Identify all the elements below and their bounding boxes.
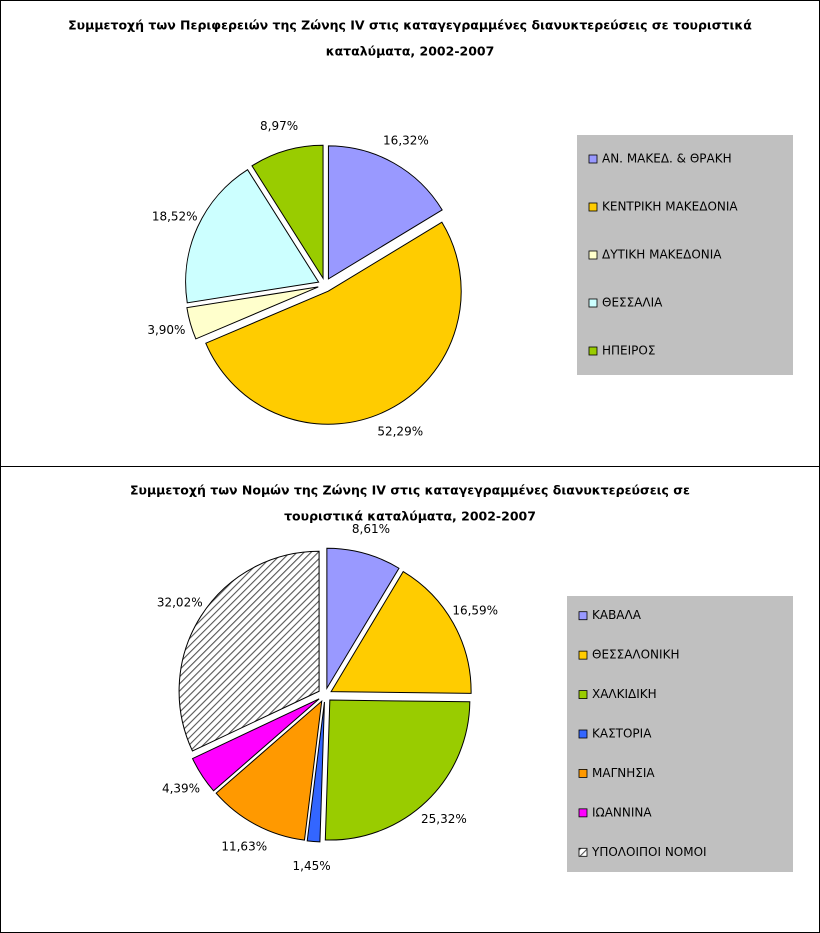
data-label: 16,32%	[383, 134, 429, 148]
data-label: 11,63%	[221, 839, 267, 853]
data-label: 25,32%	[421, 812, 467, 826]
legend-label: ΧΑΛΚΙΔΙΚΗ	[592, 687, 657, 701]
legend-swatch	[578, 769, 588, 778]
pie-slice	[186, 286, 319, 340]
pie-slice	[324, 699, 471, 841]
data-label: 1,45%	[293, 859, 331, 873]
pie-slice	[251, 144, 324, 281]
legend-label: ΥΠΟΛΟΙΠΟΙ ΝΟΜΟΙ	[591, 845, 707, 859]
legend-label: ΘΕΣΣΑΛΟΝΙΚΗ	[592, 648, 679, 662]
pie-slice	[178, 550, 320, 752]
chart-title: τουριστικά καταλύματα, 2002-2007	[284, 509, 536, 524]
legend-label: ΗΠΕΙΡΟΣ	[602, 344, 655, 358]
legend-swatch	[588, 346, 598, 356]
legend-box	[567, 596, 793, 872]
legend-box	[577, 135, 793, 375]
pie-slice	[215, 699, 323, 841]
legend-label: ΘΕΣΣΑΛΙΑ	[602, 296, 663, 310]
legend-label: ΚΑΒΑΛΑ	[592, 608, 642, 622]
pie-slice	[327, 145, 443, 280]
pie-slice	[326, 547, 400, 691]
legend-label: ΜΑΓΝΗΣΙΑ	[592, 766, 655, 780]
legend-label: ΔΥΤΙΚΗ ΜΑΚΕΔΟΝΙΑ	[602, 248, 722, 262]
chart-title: Συμμετοχή των Περιφερειών της Ζώνης IV σ…	[68, 18, 752, 33]
legend-label: ΑΝ. ΜΑΚΕΔ. & ΘΡΑΚΗ	[602, 152, 732, 166]
legend-label: ΚΑΣΤΟΡΙΑ	[592, 727, 652, 741]
pie-slice	[205, 221, 462, 425]
pie-slice	[330, 570, 472, 694]
legend-swatch	[578, 808, 588, 818]
pie-slice	[191, 698, 320, 792]
data-label: 18,52%	[152, 209, 198, 223]
legend-swatch	[588, 202, 598, 212]
legend-label: ΚΕΝΤΡΙΚΗ ΜΑΚΕΔΟΝΙΑ	[602, 200, 738, 214]
legend-label: ΙΩΑΝΝΙΝΑ	[592, 805, 652, 819]
legend-swatch	[588, 250, 598, 260]
data-label: 8,61%	[352, 522, 390, 536]
legend-swatch	[578, 847, 588, 857]
legend-swatch	[578, 729, 588, 739]
legend-swatch	[588, 154, 598, 164]
legend-swatch	[588, 298, 598, 308]
chart-title: καταλύματα, 2002-2007	[326, 44, 495, 59]
data-label: 3,90%	[147, 323, 185, 337]
data-label: 4,39%	[162, 782, 200, 796]
data-label: 8,97%	[260, 119, 298, 133]
chart-title: Συμμετοχή των Νομών της Ζώνης IV στις κα…	[130, 483, 690, 498]
legend-swatch	[578, 650, 588, 660]
data-label: 16,59%	[452, 604, 498, 618]
data-label: 32,02%	[157, 595, 203, 609]
legend-swatch	[578, 611, 588, 621]
pie-slice	[185, 168, 320, 304]
pie-slice	[306, 701, 325, 843]
legend-swatch	[578, 690, 588, 699]
data-label: 52,29%	[377, 424, 423, 438]
